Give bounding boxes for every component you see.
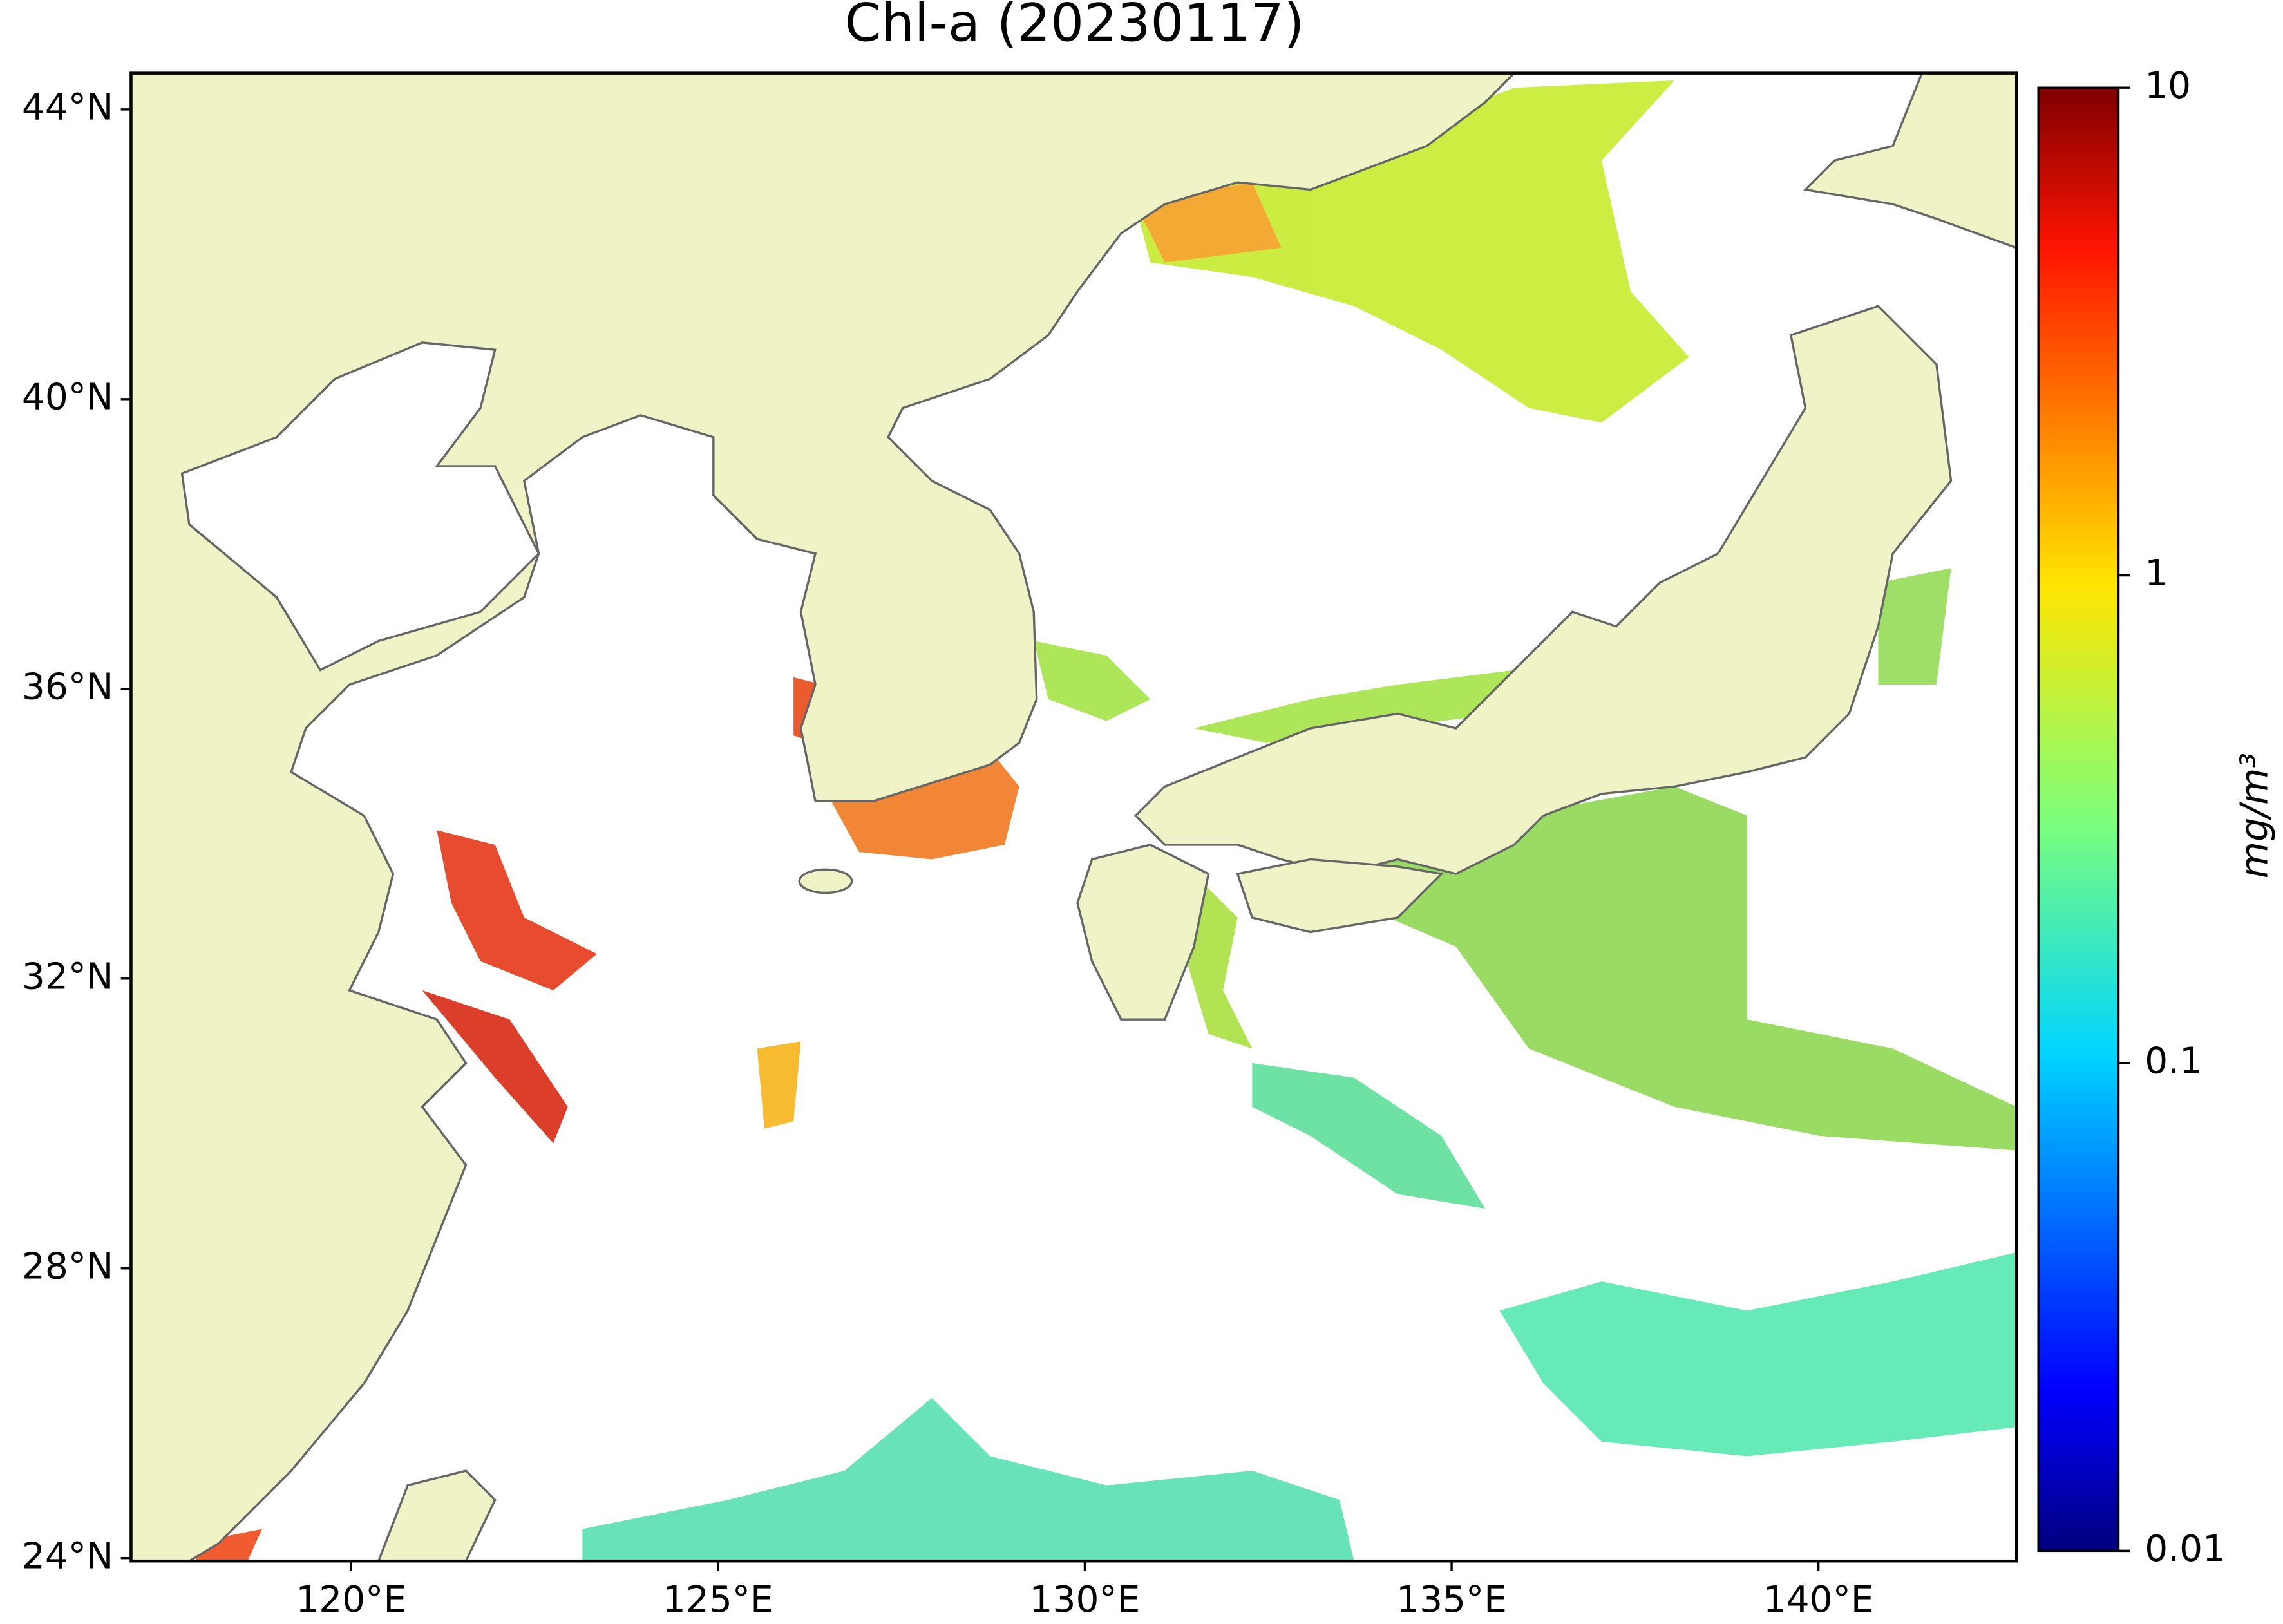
chl-patch xyxy=(1339,786,2017,1151)
kyushu xyxy=(1076,844,1210,1021)
jeju xyxy=(798,868,853,894)
chl-patch xyxy=(1034,641,1151,721)
y-tick-label: 28°N xyxy=(22,1245,113,1287)
x-tick-label: 130°E xyxy=(1030,1579,1141,1621)
chl-patch xyxy=(757,1041,801,1129)
bohai-sea xyxy=(180,341,540,672)
chl-patch xyxy=(1193,670,1515,743)
chl-patches xyxy=(189,80,2017,1562)
y-tick-label: 24°N xyxy=(22,1535,113,1577)
colorbar-label: mg/m³ xyxy=(2231,753,2276,878)
y-tick-label: 36°N xyxy=(22,666,113,708)
map-frame xyxy=(129,71,2018,1563)
chl-patch xyxy=(422,990,568,1144)
chl-patch xyxy=(189,1529,262,1562)
colorbar-tick-label: 1 xyxy=(2145,552,2168,594)
colorbar-tick-label: 10 xyxy=(2145,65,2191,107)
taiwan xyxy=(377,1469,497,1562)
colorbar-tick-label: 0.1 xyxy=(2145,1041,2202,1082)
y-tick-label: 40°N xyxy=(22,376,113,418)
chl-patch xyxy=(1252,1062,1486,1209)
map xyxy=(131,73,2017,1562)
colorbar-tick-label: 0.01 xyxy=(2145,1528,2226,1570)
x-tick-label: 135°E xyxy=(1396,1579,1507,1621)
chl-patch xyxy=(1499,1252,2017,1457)
mainland xyxy=(131,73,1516,1562)
y-tick-label: 32°N xyxy=(22,956,113,997)
colorbar xyxy=(2037,86,2120,1553)
x-tick-label: 120°E xyxy=(296,1579,406,1621)
honshu xyxy=(1134,305,1953,875)
chl-patch xyxy=(437,830,597,990)
chl-patch xyxy=(1186,874,1253,1049)
shikoku xyxy=(1236,858,1444,934)
chl-patch xyxy=(582,1397,1354,1562)
x-tick-label: 125°E xyxy=(663,1579,773,1621)
y-tick-label: 44°N xyxy=(22,86,113,128)
chl-patch xyxy=(1878,568,1951,685)
hokkaido xyxy=(1803,73,2017,249)
chart-title: Chl-a (20230117) xyxy=(845,0,1305,54)
x-tick-label: 140°E xyxy=(1763,1579,1874,1621)
